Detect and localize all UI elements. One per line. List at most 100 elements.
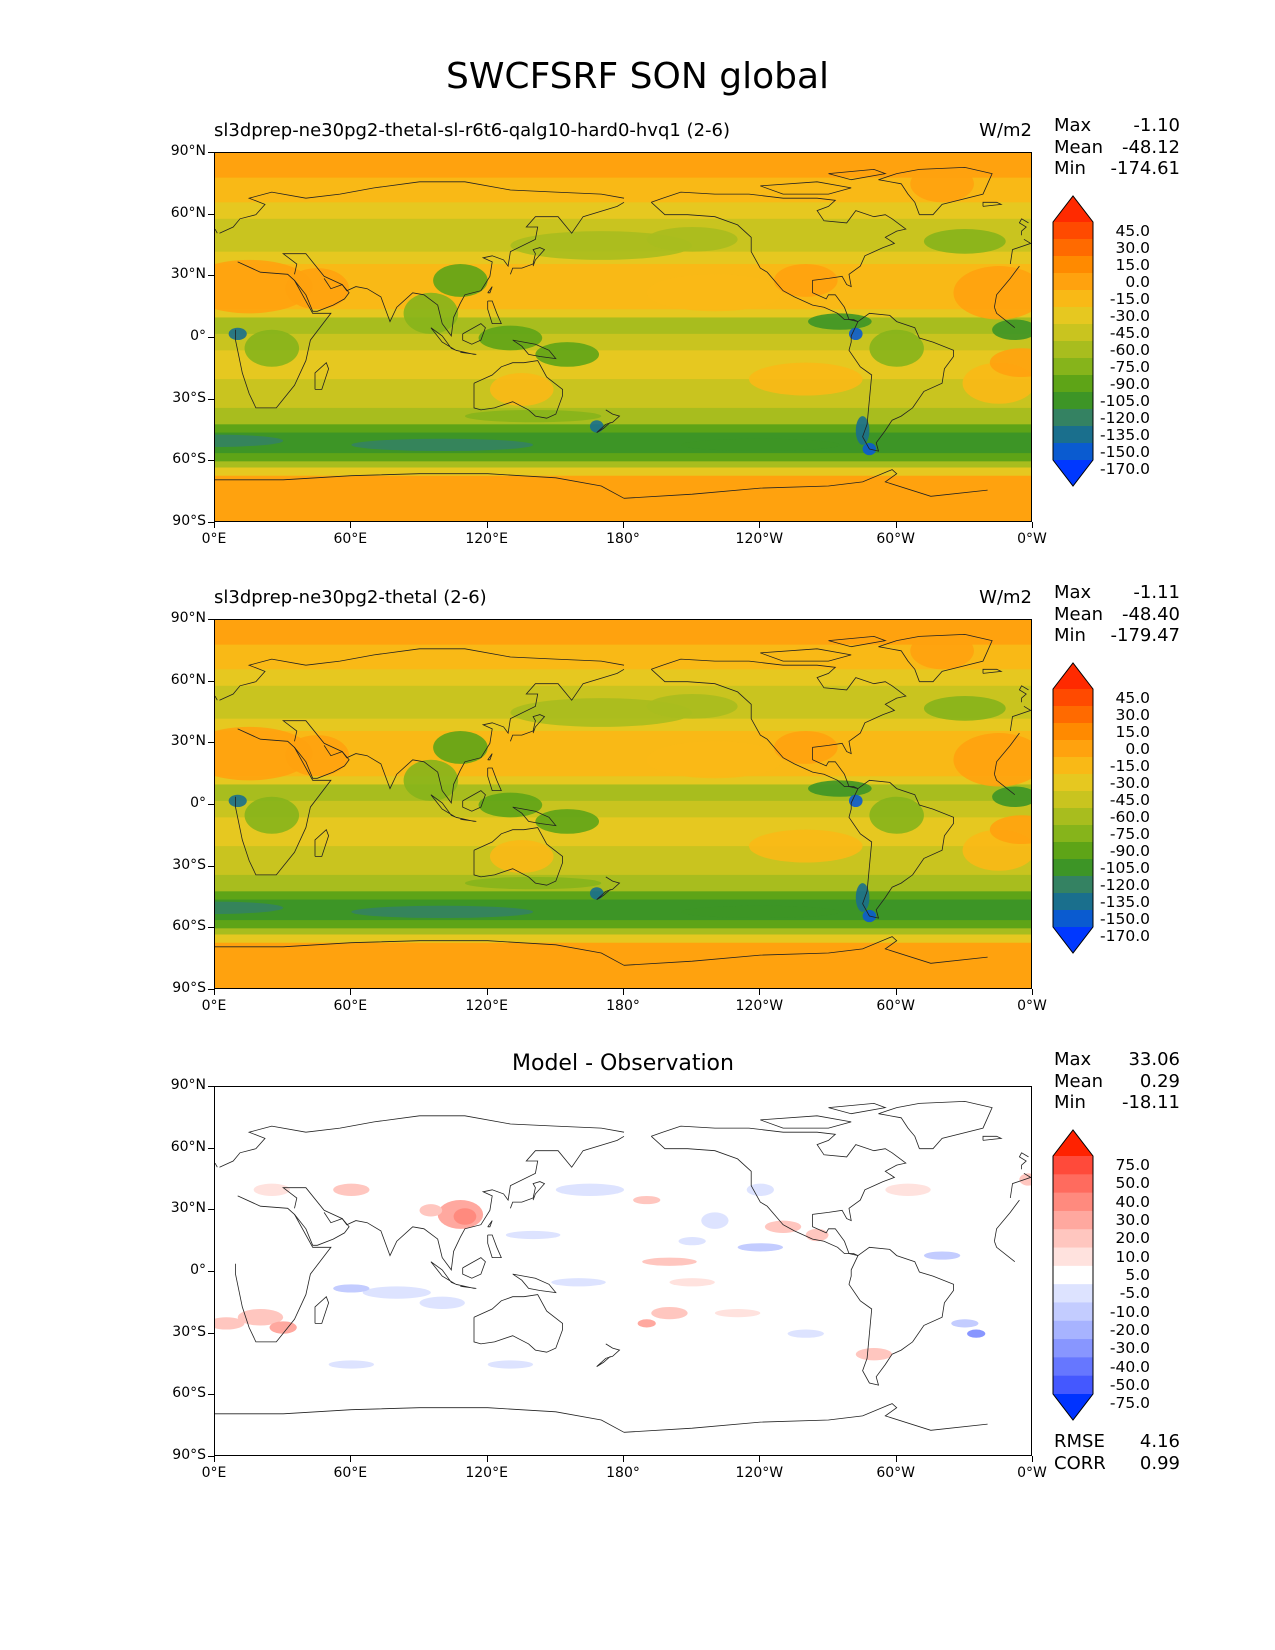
coastline — [760, 648, 852, 662]
colorbar-segment — [1053, 1174, 1093, 1194]
field-band — [215, 453, 1031, 462]
lon-tick-mark — [895, 989, 897, 995]
coastline — [215, 685, 1029, 703]
coastline — [487, 286, 493, 294]
lat-tick-mark — [208, 1086, 214, 1087]
lon-tick-mark — [486, 989, 488, 995]
colorbar-tick-label: -30.0 — [1109, 306, 1150, 325]
anomaly-feature — [237, 1309, 284, 1326]
coastline — [596, 1343, 621, 1367]
coastline — [982, 1135, 1003, 1141]
coastline — [455, 1283, 477, 1289]
coastline — [651, 202, 859, 322]
max-label: Max — [1054, 582, 1092, 603]
colorbar-segment — [1053, 358, 1093, 376]
colorbar-segment — [1053, 341, 1093, 359]
field-feature — [680, 438, 840, 452]
field-feature — [953, 266, 1031, 320]
lon-tick-mark — [623, 1456, 624, 1462]
map-svg — [215, 1087, 1031, 1455]
coastline — [219, 648, 1031, 732]
field-feature — [910, 632, 974, 670]
colorbar-segment — [1053, 1320, 1093, 1340]
coastline — [512, 1273, 557, 1294]
lat-tick-mark — [208, 275, 214, 277]
colorbar-top-extend — [1053, 1130, 1093, 1156]
lon-tick-label: 0°W — [1017, 531, 1047, 547]
field-feature — [992, 786, 1031, 808]
colorbar-tick-label: -60.0 — [1109, 807, 1150, 826]
colorbar-segment — [1053, 222, 1093, 240]
anomaly-feature — [805, 1228, 829, 1242]
lat-tick-mark — [208, 680, 214, 682]
lat-tick-mark — [208, 460, 214, 462]
anomaly-feature — [633, 1195, 661, 1205]
anomaly-feature — [701, 1212, 729, 1229]
lon-tick-label: 0°E — [201, 531, 227, 547]
lon-tick-mark — [759, 989, 761, 995]
anomaly-feature — [678, 1237, 706, 1246]
coastline — [651, 1125, 907, 1256]
field-feature — [923, 229, 1006, 254]
field-feature — [589, 887, 604, 900]
colorbar-tick-label: -20.0 — [1109, 1320, 1150, 1339]
lat-tick-mark — [208, 213, 214, 215]
lon-tick-mark — [486, 522, 488, 528]
max-value: 33.06 — [1128, 1049, 1180, 1070]
field-band — [215, 177, 1031, 203]
field-band — [215, 934, 1031, 944]
lat-tick-label: 60°N — [170, 204, 206, 221]
lat-tick-mark — [208, 1456, 214, 1457]
field-feature — [989, 815, 1031, 845]
colorbar-tick-label: -75.0 — [1109, 357, 1150, 376]
coastline — [314, 829, 330, 857]
colorbar-segment — [1053, 409, 1093, 427]
colorbar-segment — [1053, 723, 1093, 741]
lon-tick-mark — [759, 522, 761, 528]
anomaly-feature — [951, 1319, 979, 1328]
panel-1-title: sl3dprep-ne30pg2-thetal-sl-r6t6-qalg10-h… — [214, 120, 731, 141]
map-panel-1 — [214, 152, 1032, 522]
colorbar-tick-label: -40.0 — [1109, 1357, 1150, 1376]
mean-label: Mean — [1054, 136, 1104, 158]
coastline — [848, 312, 954, 452]
lon-tick-label: 180° — [606, 1465, 640, 1481]
lon-tick-label: 120°E — [465, 998, 508, 1014]
colorbar-segment — [1053, 1357, 1093, 1377]
lon-tick-label: 120°W — [735, 1465, 784, 1481]
map-svg — [215, 620, 1031, 988]
lat-tick-mark — [208, 1394, 214, 1396]
field-band — [215, 461, 1031, 468]
panel-2-title: sl3dprep-ne30pg2-thetal (2-6) — [214, 587, 487, 608]
field-feature — [464, 409, 602, 423]
anomaly-feature — [637, 1319, 656, 1328]
lon-tick-label: 0°W — [1017, 1465, 1047, 1481]
coastline — [462, 323, 486, 345]
field-feature — [646, 694, 738, 719]
coastline — [982, 201, 1003, 207]
panel-3-title: Model - Observation — [512, 1051, 734, 1076]
field-band — [215, 846, 1031, 876]
lat-tick-mark — [208, 337, 214, 338]
lat-tick-label: 90°N — [170, 610, 206, 626]
lat-tick-label: 0° — [190, 795, 206, 811]
field-band — [215, 891, 1031, 901]
colorbar-tick-label: 40.0 — [1115, 1192, 1150, 1211]
colorbar-tick-label: 75.0 — [1115, 1156, 1150, 1175]
coastline — [219, 1115, 1031, 1199]
max-value: -1.10 — [1133, 115, 1180, 136]
min-value: -179.47 — [1110, 625, 1180, 646]
anomaly-feature — [669, 1278, 715, 1287]
field-feature — [510, 698, 693, 727]
field-feature — [433, 264, 488, 297]
field-band — [215, 202, 1031, 220]
field-feature — [773, 264, 838, 297]
colorbar-segment — [1053, 859, 1093, 877]
colorbar-tick-label: -150.0 — [1100, 909, 1150, 928]
anomaly-feature — [737, 1243, 784, 1252]
colorbar-bottom-extend — [1053, 927, 1093, 953]
field-feature — [228, 794, 247, 808]
field-band — [215, 333, 1031, 351]
colorbar-segment — [1053, 1156, 1093, 1175]
panel-2-units: W/m2 — [979, 587, 1032, 608]
